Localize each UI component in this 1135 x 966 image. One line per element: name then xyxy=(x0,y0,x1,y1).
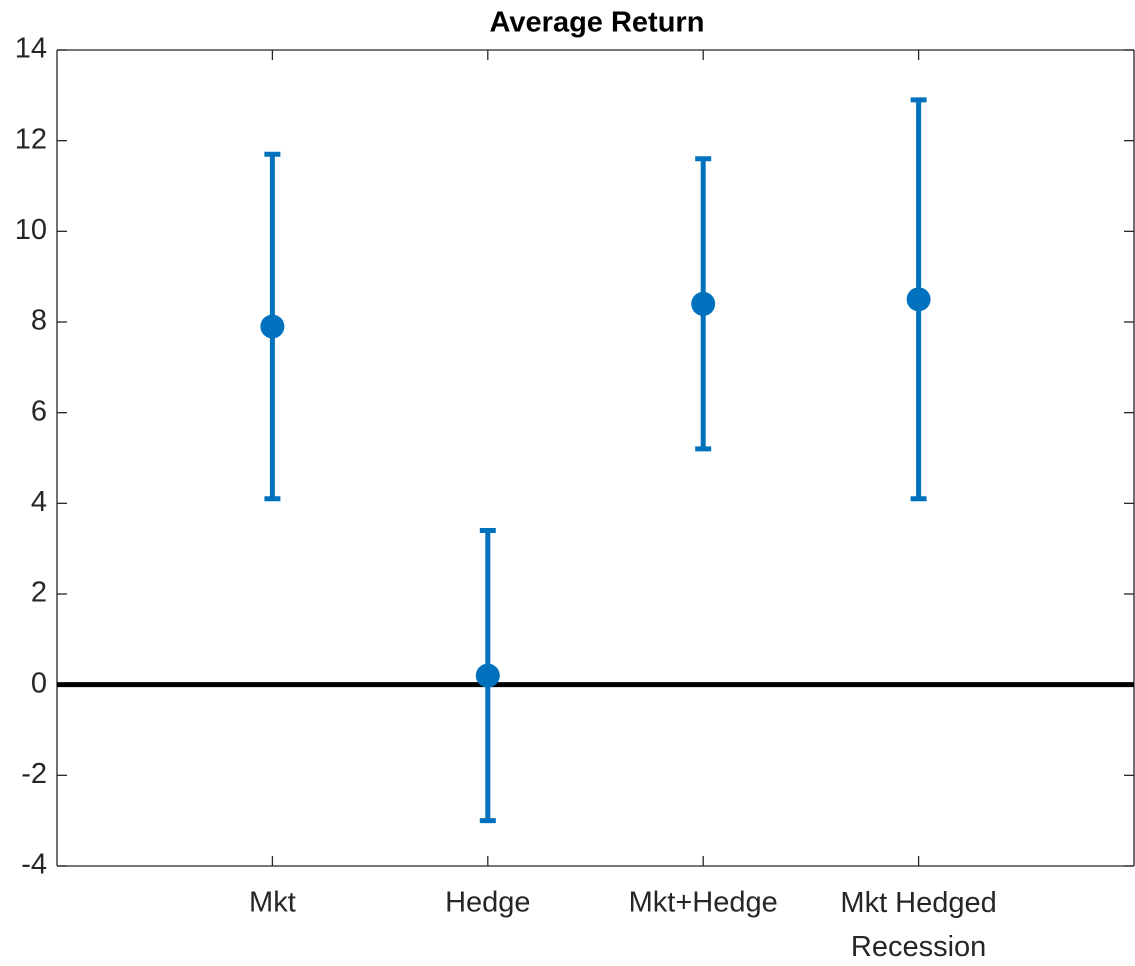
x-tick-label-line: Recession xyxy=(851,931,986,963)
marker xyxy=(260,314,285,339)
x-tick-label: Hedge xyxy=(445,887,530,919)
y-tick-label: -2 xyxy=(21,758,47,790)
y-tick-label: 12 xyxy=(15,123,47,155)
y-tick-label: 2 xyxy=(31,577,47,609)
x-tick-label: Mkt+Hedge xyxy=(629,887,778,919)
marker xyxy=(691,291,716,316)
y-tick-label: 6 xyxy=(31,395,47,427)
x-tick-label: Mkt Hedged Recession xyxy=(840,887,996,963)
y-tick-label: 0 xyxy=(31,667,47,699)
y-tick-label: 4 xyxy=(31,486,47,518)
marker xyxy=(475,663,500,688)
x-tick-label-line: Mkt Hedged xyxy=(840,887,996,919)
chart-title: Average Return xyxy=(490,7,705,39)
y-tick-label: 10 xyxy=(15,214,47,246)
x-tick-label: Mkt xyxy=(249,887,296,919)
y-tick-label: 14 xyxy=(15,33,47,65)
marker xyxy=(906,287,931,312)
y-tick-label: -4 xyxy=(21,849,47,881)
y-tick-label: 8 xyxy=(31,305,47,337)
